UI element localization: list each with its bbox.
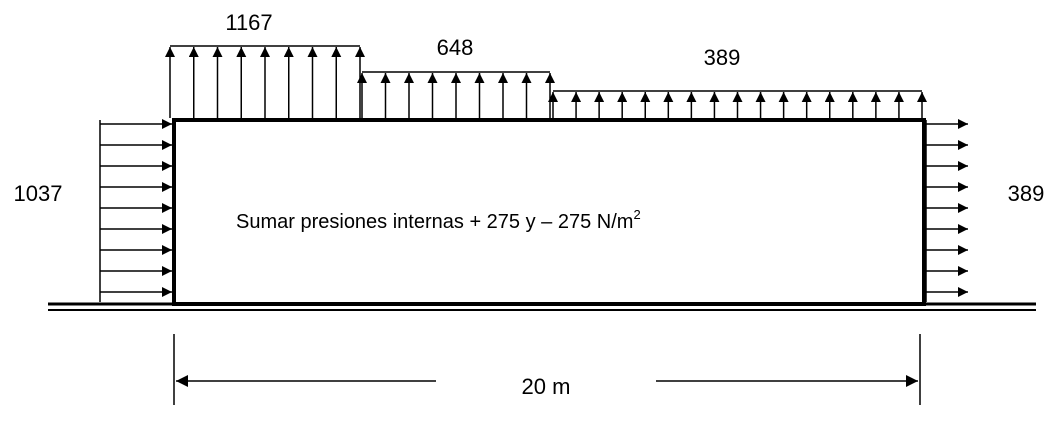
roof-load-right-label: 389: [704, 45, 741, 70]
internal-pressure-note: Sumar presiones internas + 275 y – 275 N…: [236, 207, 641, 233]
wall-load-left: [99, 119, 172, 302]
roof-load-right: [548, 90, 927, 118]
roof-load-middle: [357, 71, 555, 118]
wall-load-right-label: 389: [1008, 181, 1045, 206]
span-dimension: [173, 334, 921, 405]
roof-load-middle-label: 648: [437, 35, 474, 60]
wall-load-left-label: 1037: [14, 181, 63, 206]
roof-load-left-label: 1167: [225, 10, 272, 35]
span-label: 20 m: [522, 374, 571, 399]
note-superscript: 2: [633, 207, 640, 222]
note-text: Sumar presiones internas + 275 y – 275 N…: [236, 211, 633, 233]
wall-load-right: [925, 119, 968, 302]
building-frame: [172, 118, 926, 306]
roof-load-left: [165, 45, 365, 118]
